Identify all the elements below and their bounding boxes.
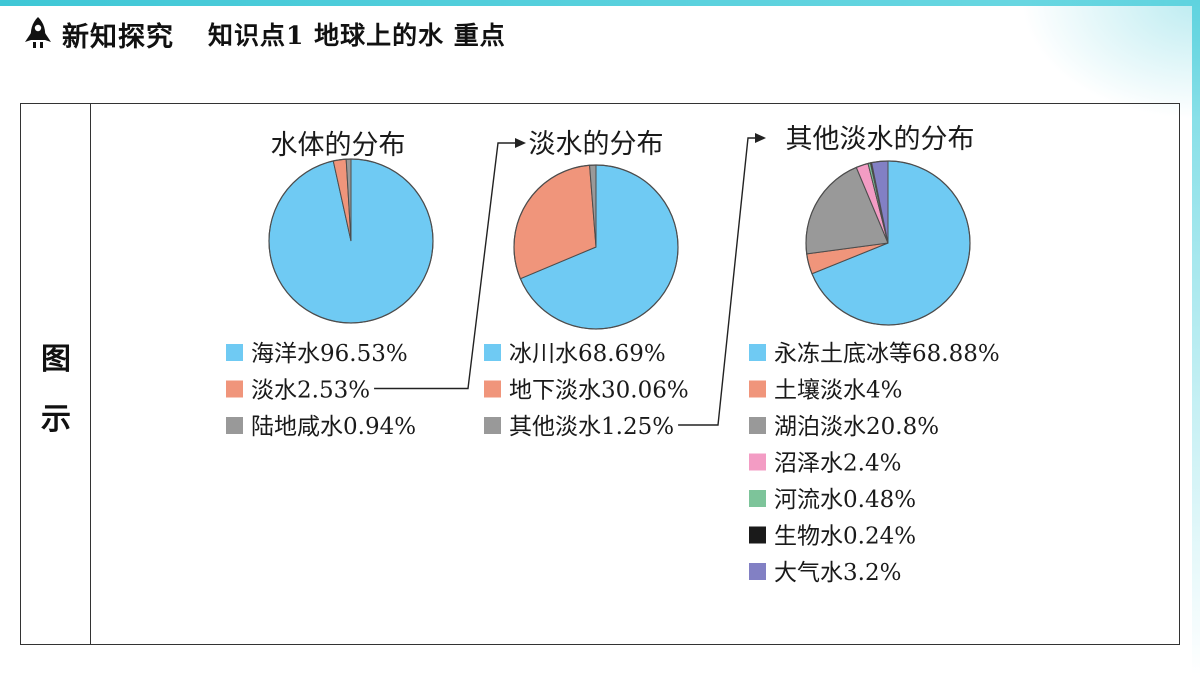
pie-title-3: 其他淡水的分布	[786, 124, 975, 155]
legend-label-3-2: 土壤淡水4%	[774, 378, 903, 404]
section-title: 新知探究	[62, 21, 174, 53]
rocket-icon	[25, 17, 51, 48]
legend-swatch-2-2	[484, 380, 501, 398]
legend-swatch-1-2	[226, 380, 243, 398]
legend-label-3-7: 大气水3.2%	[774, 560, 901, 586]
legend-swatch-2-1	[484, 344, 501, 361]
right-frame-bar	[1192, 0, 1200, 675]
legend-label-3-5: 河流水0.48%	[774, 487, 916, 513]
legend-label-3-4: 沼泽水2.4%	[774, 451, 901, 477]
pie-outline-1	[268, 158, 434, 324]
connector-freshwater	[374, 142, 520, 390]
legend-swatch-3-1	[749, 344, 766, 361]
side-label-char-1: 图	[41, 342, 71, 377]
legend-label-2-2: 地下淡水30.06%	[509, 378, 689, 404]
connector-other-freshwater-arrowhead	[755, 133, 766, 143]
legend-swatch-3-6	[749, 526, 766, 544]
legend-swatch-3-5	[749, 490, 766, 507]
corner-decoration	[1020, 0, 1200, 120]
legend-swatch-3-4	[749, 453, 766, 471]
legend-label-1-3: 陆地咸水0.94%	[251, 414, 416, 440]
legend-swatch-3-7	[749, 563, 766, 580]
slide-header: 新知探究 知识点1 地球上的水 重点	[22, 14, 506, 54]
pie-title-2: 淡水的分布	[529, 129, 664, 160]
pie-title-1: 水体的分布	[271, 130, 406, 161]
legend-label-3-3: 湖泊淡水20.8%	[774, 414, 939, 440]
legend-label-2-1: 冰川水68.69%	[509, 341, 666, 367]
knowledge-point-title: 知识点1 地球上的水 重点	[208, 21, 506, 50]
legend-swatch-3-2	[749, 380, 766, 398]
legend-swatch-3-3	[749, 417, 766, 434]
label-column: 图 示	[21, 104, 91, 644]
legend-label-1-2: 淡水2.53%	[251, 378, 370, 404]
connector-freshwater-arrowhead	[515, 138, 526, 148]
legend-label-3-1: 永冻土底冰等68.88%	[774, 341, 1000, 367]
legend-label-3-6: 生物水0.24%	[774, 524, 916, 550]
legend-swatch-1-3	[226, 417, 243, 434]
legend-label-2-3: 其他淡水1.25%	[509, 414, 674, 440]
connector-other-freshwater	[678, 137, 760, 426]
legend-label-1-1: 海洋水96.53%	[251, 341, 408, 367]
pie-outline-2	[513, 164, 679, 330]
pie-outline-3	[805, 160, 971, 326]
top-frame-bar	[0, 0, 1200, 6]
legend-swatch-1-1	[226, 344, 243, 361]
legend-swatch-2-3	[484, 417, 501, 434]
content-table: 图 示	[20, 103, 1180, 645]
side-label-char-2: 示	[41, 402, 71, 437]
